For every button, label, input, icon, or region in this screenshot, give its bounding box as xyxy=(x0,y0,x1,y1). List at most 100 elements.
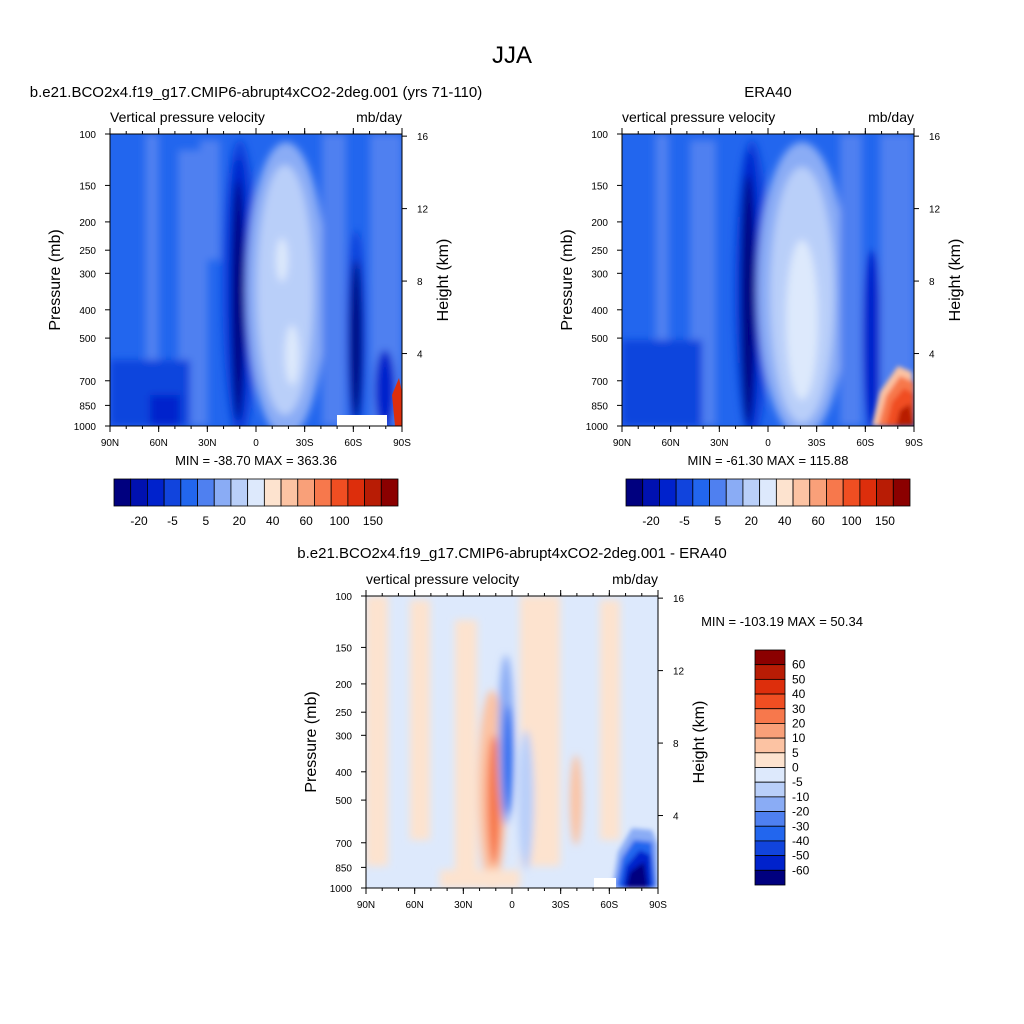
panel-left-label: Vertical pressure velocity xyxy=(110,109,265,125)
colorbar-swatch xyxy=(263,478,282,507)
x-tick-label: 30N xyxy=(710,438,728,449)
colorbar-label: 5 xyxy=(203,514,210,528)
colorbar-label: -5 xyxy=(167,514,178,528)
panel-title: b.e21.BCO2x4.f19_g17.CMIP6-abrupt4xCO2-2… xyxy=(30,84,482,101)
x-tick-label: 90N xyxy=(101,438,119,449)
colorbar-swatch xyxy=(147,478,165,507)
y-tick-label: 150 xyxy=(79,181,96,192)
colorbar-label: 150 xyxy=(363,514,383,528)
colorbar-swatch xyxy=(775,478,794,507)
panel-title: b.e21.BCO2x4.f19_g17.CMIP6-abrupt4xCO2-2… xyxy=(297,545,726,562)
colorbar-label: -50 xyxy=(792,849,810,863)
colorbar-label: 60 xyxy=(811,514,825,528)
colorbar-label: 30 xyxy=(792,702,806,716)
colorbar-swatch xyxy=(659,478,677,507)
colorbar-swatch xyxy=(754,737,786,754)
x-tick-label: 30S xyxy=(808,438,826,449)
y-tick-label: 150 xyxy=(335,643,352,654)
colorbar-swatch xyxy=(197,478,215,507)
colorbar-swatch xyxy=(642,478,660,507)
colorbar-label: -40 xyxy=(792,834,810,848)
colorbar-label: 60 xyxy=(299,514,313,528)
colorbar-label: 100 xyxy=(842,514,862,528)
y-tick-label: 1000 xyxy=(586,422,609,433)
y-tick-label: 100 xyxy=(79,130,96,141)
colorbar-swatch xyxy=(725,478,744,507)
right-tick-label: 12 xyxy=(417,205,429,216)
y-axis-label: Pressure (mb) xyxy=(303,691,320,792)
y-tick-label: 850 xyxy=(79,401,96,412)
colorbar-label: 5 xyxy=(792,746,799,760)
colorbar-swatch xyxy=(297,478,315,507)
colorbar-swatch xyxy=(809,478,827,507)
right-tick-label: 4 xyxy=(417,350,423,361)
colorbar-swatch xyxy=(826,478,844,507)
colorbar-swatch xyxy=(754,693,786,710)
colorbar-label: -20 xyxy=(792,805,810,819)
y-tick-label: 1000 xyxy=(330,884,353,895)
x-tick-label: 30N xyxy=(454,900,472,911)
colorbar-swatch xyxy=(754,869,786,886)
colorbar-swatch xyxy=(754,723,786,739)
panel-era40: ERA40 vertical pressure velocity mb/day xyxy=(559,84,964,528)
colorbar-swatch xyxy=(709,478,727,507)
panel-title: ERA40 xyxy=(744,84,792,101)
panel-left-label: vertical pressure velocity xyxy=(366,571,519,587)
field-plot xyxy=(110,134,402,426)
y-axis-label: Pressure (mb) xyxy=(47,229,64,330)
colorbar-swatch xyxy=(754,855,786,871)
right-tick-label: 4 xyxy=(673,812,679,823)
colorbar-swatch xyxy=(314,478,332,507)
colorbar-label: 100 xyxy=(330,514,350,528)
x-tick-label: 60N xyxy=(661,438,679,449)
y-tick-label: 300 xyxy=(591,269,608,280)
colorbar: -20 -5 5 20 40 60 100 150 xyxy=(625,478,911,528)
colorbar-swatch xyxy=(163,478,182,507)
page-title: JJA xyxy=(492,42,532,69)
colorbar-swatch xyxy=(754,664,786,680)
colorbar-label: 5 xyxy=(715,514,722,528)
y-tick-label: 700 xyxy=(591,377,608,388)
colorbar-label: 40 xyxy=(778,514,792,528)
x-tick-label: 0 xyxy=(765,438,771,449)
colorbar-label: 50 xyxy=(792,672,806,686)
colorbar-swatch xyxy=(130,478,148,507)
colorbar-swatch xyxy=(792,478,811,507)
y-axis-right-label: Height (km) xyxy=(947,239,964,322)
y-tick-label: 850 xyxy=(591,401,608,412)
field-plot xyxy=(622,134,914,426)
colorbar-label: 10 xyxy=(792,731,806,745)
colorbar-label: -20 xyxy=(642,514,660,528)
colorbar-swatch xyxy=(742,478,761,507)
colorbar-label: 20 xyxy=(233,514,247,528)
colorbar-label: -10 xyxy=(792,790,810,804)
x-tick-label: 0 xyxy=(509,900,515,911)
y-tick-label: 500 xyxy=(79,334,96,345)
x-tick-label: 90S xyxy=(649,900,667,911)
colorbar-swatch xyxy=(180,478,198,507)
colorbar-swatch xyxy=(113,478,132,507)
y-tick-label: 500 xyxy=(335,796,352,807)
panel-right-label: mb/day xyxy=(868,109,914,125)
x-tick-label: 0 xyxy=(253,438,259,449)
right-tick-label: 16 xyxy=(929,132,941,143)
colorbar-label: -60 xyxy=(792,863,810,877)
x-tick-label: 60S xyxy=(856,438,874,449)
colorbar-swatch xyxy=(754,752,786,768)
panel-left-label: vertical pressure velocity xyxy=(622,109,775,125)
colorbar-swatch xyxy=(625,478,644,507)
right-tick-label: 12 xyxy=(929,205,941,216)
min-max-stats: MIN = -103.19 MAX = 50.34 xyxy=(701,614,863,629)
x-tick-label: 90S xyxy=(905,438,923,449)
right-tick-label: 8 xyxy=(673,739,679,750)
y-tick-label: 100 xyxy=(591,130,608,141)
right-tick-label: 16 xyxy=(673,594,685,605)
colorbar-swatch xyxy=(754,840,786,857)
x-tick-label: 90N xyxy=(613,438,631,449)
x-tick-label: 90N xyxy=(357,900,375,911)
panel-model: b.e21.BCO2x4.f19_g17.CMIP6-abrupt4xCO2-2… xyxy=(30,84,482,528)
right-tick-label: 4 xyxy=(929,350,935,361)
x-tick-label: 30S xyxy=(296,438,314,449)
colorbar-swatch xyxy=(842,478,861,507)
y-tick-label: 200 xyxy=(335,680,352,691)
